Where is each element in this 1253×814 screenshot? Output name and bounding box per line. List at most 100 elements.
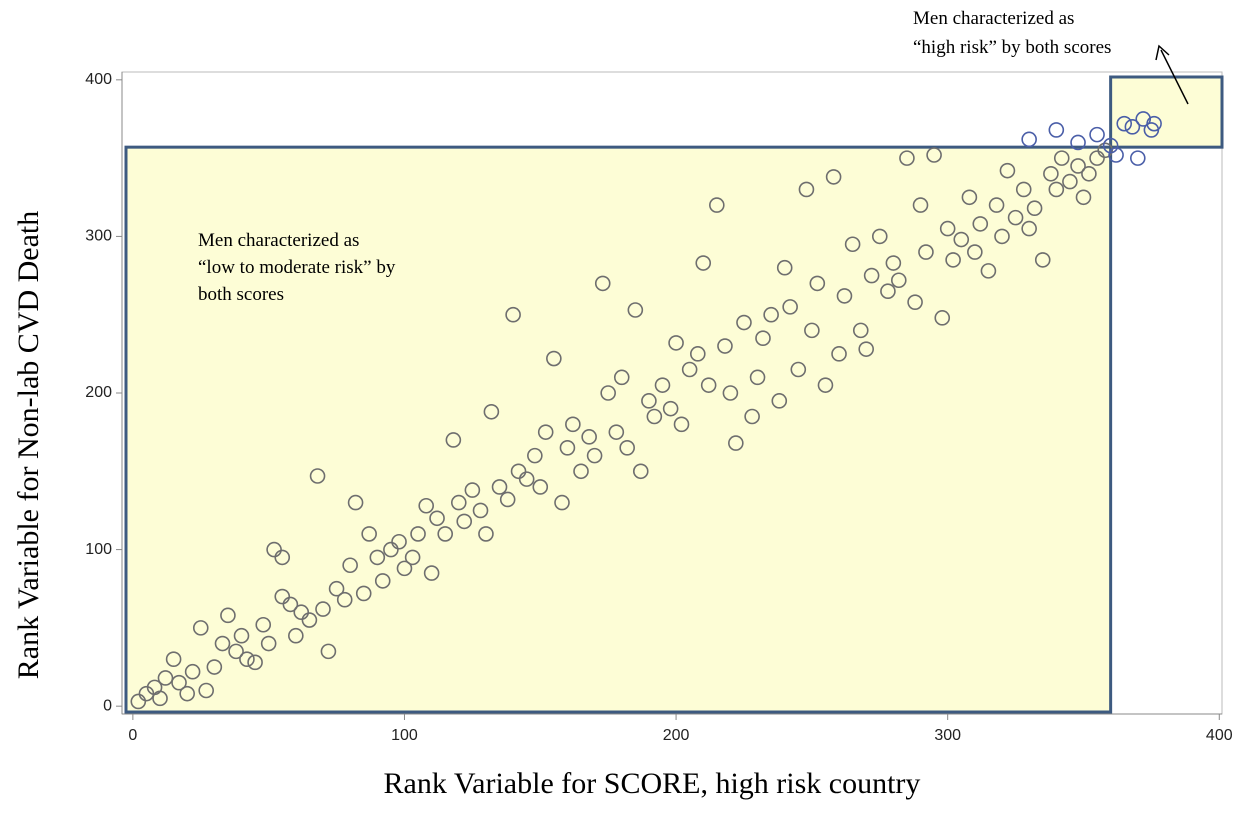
point (1108, 147, 1124, 163)
point (863, 267, 880, 284)
point (537, 424, 554, 440)
point (627, 302, 644, 318)
point (499, 491, 516, 508)
point (171, 674, 187, 691)
point (315, 601, 331, 617)
point (581, 429, 597, 445)
point (594, 275, 611, 292)
point (646, 408, 663, 425)
point (709, 197, 725, 213)
point (546, 350, 562, 367)
point (554, 494, 570, 511)
point (641, 393, 657, 409)
point (1043, 165, 1059, 182)
point (282, 596, 299, 613)
x-tick-label: 400 (1206, 727, 1233, 744)
point (179, 685, 195, 702)
point (559, 440, 576, 456)
point (1116, 115, 1133, 132)
point (192, 620, 209, 636)
y-tick-label: 400 (85, 71, 112, 88)
point (288, 627, 304, 644)
point (527, 447, 543, 464)
point (198, 682, 214, 699)
point (728, 435, 744, 451)
point (214, 635, 231, 652)
point (247, 654, 263, 671)
arrow-head (1155, 44, 1170, 61)
point (228, 643, 244, 660)
point (717, 338, 733, 354)
point (1089, 150, 1105, 166)
point (700, 377, 717, 393)
point (491, 479, 508, 495)
point (301, 612, 318, 628)
point (880, 283, 896, 300)
point (836, 288, 853, 304)
point (899, 150, 915, 166)
point (483, 403, 500, 420)
point (1048, 181, 1065, 198)
y-tick-label: 100 (85, 541, 112, 558)
point (798, 181, 815, 198)
point (293, 604, 310, 621)
point (736, 314, 752, 331)
point (1102, 137, 1119, 154)
point (472, 502, 489, 519)
y-axis-label: Rank Variable for Non-lab CVD Death (12, 211, 45, 680)
point (255, 616, 272, 633)
point (1070, 158, 1086, 174)
point (972, 216, 989, 232)
point (361, 526, 377, 542)
point (1070, 134, 1086, 151)
y-tick-label: 300 (85, 228, 112, 245)
point (383, 541, 399, 558)
point (1021, 220, 1037, 237)
point (1124, 119, 1141, 135)
annotation-line: both scores (198, 284, 284, 305)
x-tick-label: 200 (663, 727, 690, 744)
point (355, 585, 372, 602)
point (1089, 126, 1105, 143)
point (165, 651, 182, 667)
point (1021, 131, 1037, 148)
annotation: Men characterized as “low to moderate ri… (198, 230, 396, 305)
x-tick-label: 300 (934, 727, 961, 744)
point (939, 220, 956, 237)
point (336, 591, 353, 608)
point (668, 335, 684, 351)
point (825, 169, 842, 185)
point (220, 607, 236, 624)
point (152, 690, 168, 707)
point (755, 330, 771, 346)
point (309, 468, 326, 484)
point (565, 416, 581, 433)
point (858, 341, 874, 357)
point (967, 244, 983, 260)
point (532, 479, 549, 495)
x-tick-label: 100 (391, 727, 418, 744)
point (274, 588, 291, 605)
point (695, 255, 712, 271)
point (1075, 189, 1092, 206)
point (157, 670, 174, 686)
point (912, 197, 929, 213)
low-risk-region (124, 145, 1113, 714)
point (1048, 122, 1065, 138)
points (130, 111, 1162, 710)
point (1026, 200, 1043, 217)
point (391, 533, 407, 550)
point (673, 416, 690, 433)
point (662, 400, 679, 417)
point (771, 393, 788, 409)
point (369, 549, 386, 566)
point (510, 463, 527, 480)
point (600, 385, 616, 401)
point (239, 651, 255, 667)
point (404, 549, 421, 566)
point (347, 494, 364, 511)
point (573, 463, 589, 480)
point (852, 322, 869, 339)
point (1053, 150, 1070, 166)
